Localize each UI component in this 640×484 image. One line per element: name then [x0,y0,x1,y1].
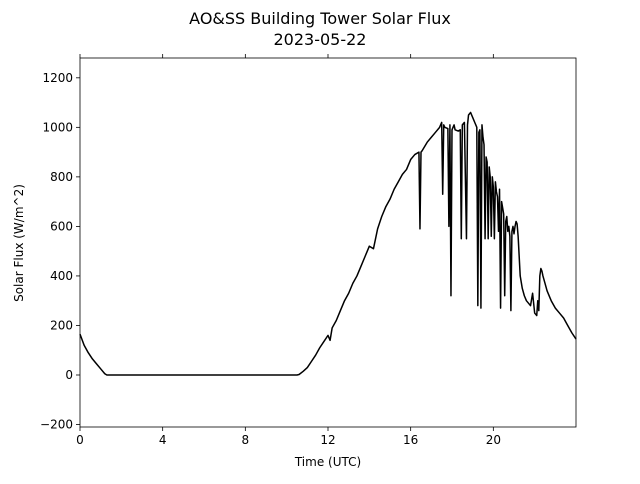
y-axis-label: Solar Flux (W/m^2) [12,184,26,302]
x-tick-label-8: 8 [242,433,250,447]
y-tick-label-1200: 1200 [42,71,73,85]
y-tick-label-200: 200 [50,318,73,332]
y-tick-label-1000: 1000 [42,120,73,134]
x-tick-label-4: 4 [159,433,167,447]
x-tick-label-16: 16 [403,433,418,447]
x-tick-label-12: 12 [320,433,335,447]
y-tick-label-600: 600 [50,219,73,233]
chart-subtitle: 2023-05-22 [274,30,367,49]
chart-title: AO&SS Building Tower Solar Flux [189,9,451,28]
y-tick-label-0: 0 [65,368,73,382]
y-tick-label-400: 400 [50,269,73,283]
series-line-0 [79,111,577,376]
y-tick-label-800: 800 [50,170,73,184]
x-axis-label: Time (UTC) [294,455,361,469]
x-tick-label-0: 0 [76,433,84,447]
x-tick-label-20: 20 [486,433,501,447]
y-tick-label--200: −200 [40,418,73,432]
